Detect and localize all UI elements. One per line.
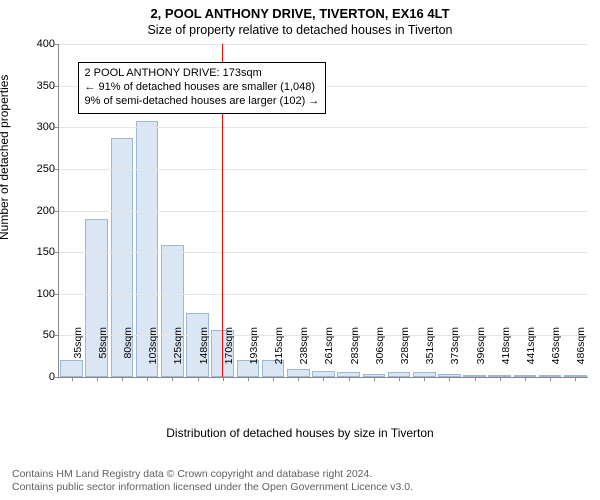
ytick-mark	[55, 86, 59, 87]
plot-region: 2 POOL ANTHONY DRIVE: 173sqm← 91% of det…	[58, 44, 588, 378]
ytick-mark	[55, 169, 59, 170]
xtick-mark	[97, 377, 98, 381]
x-axis-label: Distribution of detached houses by size …	[0, 426, 600, 440]
xtick-mark	[424, 377, 425, 381]
gridline-h	[59, 335, 588, 336]
xtick-mark	[323, 377, 324, 381]
annotation-line: ← 91% of detached houses are smaller (1,…	[85, 81, 320, 95]
annotation-line: 9% of semi-detached houses are larger (1…	[85, 95, 320, 109]
gridline-h	[59, 211, 588, 212]
xtick-mark	[500, 377, 501, 381]
title-sub: Size of property relative to detached ho…	[0, 21, 600, 39]
xtick-mark	[248, 377, 249, 381]
ytick-label: 100	[25, 288, 55, 300]
gridline-h	[59, 44, 588, 45]
footer-line-1: Contains HM Land Registry data © Crown c…	[12, 468, 413, 481]
ytick-label: 150	[25, 246, 55, 258]
xtick-mark	[449, 377, 450, 381]
xtick-mark	[273, 377, 274, 381]
xtick-mark	[399, 377, 400, 381]
footer-attribution: Contains HM Land Registry data © Crown c…	[12, 468, 413, 494]
xtick-mark	[575, 377, 576, 381]
footer-line-2: Contains public sector information licen…	[12, 481, 413, 494]
ytick-mark	[55, 127, 59, 128]
xtick-mark	[223, 377, 224, 381]
xtick-mark	[525, 377, 526, 381]
xtick-mark	[147, 377, 148, 381]
xtick-mark	[298, 377, 299, 381]
y-axis-label: Number of detached properties	[0, 75, 11, 240]
xtick-mark	[122, 377, 123, 381]
ytick-mark	[55, 44, 59, 45]
ytick-label: 300	[25, 121, 55, 133]
gridline-h	[59, 127, 588, 128]
annotation-line: 2 POOL ANTHONY DRIVE: 173sqm	[85, 67, 320, 81]
ytick-mark	[55, 335, 59, 336]
xtick-mark	[475, 377, 476, 381]
gridline-h	[59, 169, 588, 170]
ytick-label: 250	[25, 163, 55, 175]
ytick-mark	[55, 252, 59, 253]
xtick-mark	[349, 377, 350, 381]
ytick-mark	[55, 211, 59, 212]
ytick-label: 0	[25, 371, 55, 383]
gridline-h	[59, 252, 588, 253]
ytick-label: 400	[25, 38, 55, 50]
ytick-label: 200	[25, 205, 55, 217]
xtick-mark	[374, 377, 375, 381]
ytick-mark	[55, 377, 59, 378]
gridline-h	[59, 294, 588, 295]
ytick-label: 50	[25, 329, 55, 341]
xtick-mark	[172, 377, 173, 381]
annotation-box: 2 POOL ANTHONY DRIVE: 173sqm← 91% of det…	[78, 62, 327, 113]
chart-area: Number of detached properties 2 POOL ANT…	[0, 40, 600, 440]
title-main: 2, POOL ANTHONY DRIVE, TIVERTON, EX16 4L…	[0, 0, 600, 21]
ytick-label: 350	[25, 80, 55, 92]
xtick-mark	[72, 377, 73, 381]
xtick-mark	[198, 377, 199, 381]
xtick-mark	[550, 377, 551, 381]
ytick-mark	[55, 294, 59, 295]
